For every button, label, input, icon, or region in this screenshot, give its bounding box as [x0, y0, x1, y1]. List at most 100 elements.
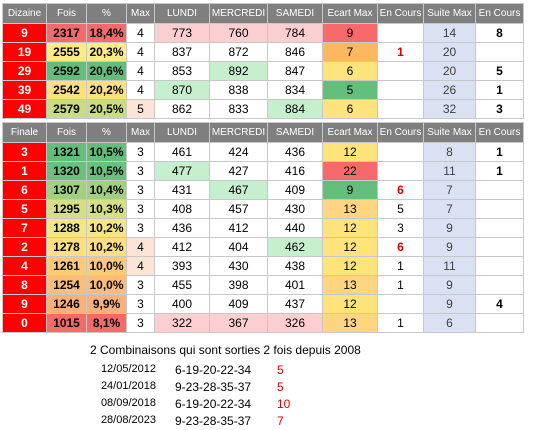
max-cell: 4 — [126, 23, 155, 43]
samedi-cell: 462 — [267, 237, 323, 257]
suite-max-cell: 6 — [423, 313, 476, 333]
suite-max-cell: 9 — [423, 218, 476, 238]
key-cell: 6 — [2, 180, 47, 200]
lundi-cell: 393 — [154, 256, 210, 276]
column-header: En Cours — [377, 122, 424, 143]
fois-cell: 2542 — [46, 80, 87, 100]
fois-cell: 1320 — [46, 161, 87, 181]
en-cours-2-cell: 1 — [475, 80, 524, 100]
lundi-cell: 408 — [154, 199, 210, 219]
combination-numbers: 6-19-20-22-34 — [175, 397, 252, 411]
samedi-cell: 438 — [267, 256, 323, 276]
samedi-cell: 884 — [267, 99, 323, 119]
suite-max-cell: 8 — [423, 142, 476, 162]
column-header: SAMEDI — [267, 3, 323, 24]
en-cours-2-cell — [475, 180, 524, 200]
en-cours-cell — [377, 161, 424, 181]
samedi-cell: 834 — [267, 80, 323, 100]
en-cours-cell: 1 — [377, 313, 424, 333]
suite-max-cell: 7 — [423, 180, 476, 200]
lundi-cell: 455 — [154, 275, 210, 295]
key-cell: 7 — [2, 218, 47, 238]
mercredi-cell: 833 — [209, 99, 268, 119]
lundi-cell: 436 — [154, 218, 210, 238]
key-cell: 49 — [2, 99, 47, 119]
samedi-cell: 326 — [267, 313, 323, 333]
max-cell: 3 — [126, 294, 155, 314]
max-cell: 3 — [126, 180, 155, 200]
fois-cell: 1278 — [46, 237, 87, 257]
key-cell: 4 — [2, 256, 47, 276]
samedi-cell: 401 — [267, 275, 323, 295]
percent-cell: 20,5% — [86, 99, 127, 119]
key-cell: 3 — [2, 142, 47, 162]
samedi-cell: 784 — [267, 23, 323, 43]
en-cours-2-cell: 1 — [475, 142, 524, 162]
max-cell: 3 — [126, 161, 155, 181]
en-cours-cell — [377, 23, 424, 43]
ecart-max-cell: 22 — [322, 161, 378, 181]
ecart-max-cell: 13 — [322, 199, 378, 219]
lundi-cell: 477 — [154, 161, 210, 181]
mercredi-cell: 367 — [209, 313, 268, 333]
suite-max-cell: 7 — [423, 199, 476, 219]
ecart-max-cell: 12 — [322, 142, 378, 162]
key-cell: 29 — [2, 61, 47, 81]
en-cours-cell: 1 — [377, 256, 424, 276]
lundi-cell: 870 — [154, 80, 210, 100]
mercredi-cell: 430 — [209, 256, 268, 276]
suite-max-cell: 11 — [423, 256, 476, 276]
column-header: Ecart Max — [322, 3, 378, 24]
key-cell: 0 — [2, 313, 47, 333]
column-header: % — [86, 122, 127, 143]
percent-cell: 20,3% — [86, 42, 127, 62]
column-header: % — [86, 3, 127, 24]
en-cours-2-cell: 5 — [475, 61, 524, 81]
column-header: Dizaine — [2, 3, 47, 24]
column-header: Ecart Max — [322, 122, 378, 143]
ecart-max-cell: 12 — [322, 256, 378, 276]
suite-max-cell: 20 — [423, 42, 476, 62]
table-row: 5 1295 10,3% 3 408 457 430 13 5 7 — [2, 199, 524, 219]
samedi-cell: 409 — [267, 180, 323, 200]
en-cours-2-cell — [475, 275, 524, 295]
ecart-max-cell: 9 — [322, 23, 378, 43]
header-row: Finale Fois% Max LUNDI MERCREDI SAMEDI Ecart M… — [2, 122, 524, 143]
percent-cell: 10,2% — [86, 218, 127, 238]
mercredi-cell: 457 — [209, 199, 268, 219]
percent-cell: 8,1% — [86, 313, 127, 333]
samedi-cell: 416 — [267, 161, 323, 181]
table-row: 49 2579 20,5% 5 862 833 884 6 32 3 — [2, 99, 524, 119]
combination-count: 7 — [277, 414, 284, 428]
table-row: 6 1307 10,4% 3 431 467 409 9 6 7 — [2, 180, 524, 200]
combinations-title: 2 Combinaisons qui sont sorties 2 fois d… — [90, 343, 361, 357]
samedi-cell: 440 — [267, 218, 323, 238]
percent-cell: 20,2% — [86, 80, 127, 100]
lundi-cell: 773 — [154, 23, 210, 43]
max-cell: 4 — [126, 42, 155, 62]
percent-cell: 18,4% — [86, 23, 127, 43]
en-cours-cell — [377, 294, 424, 314]
key-cell: 9 — [2, 294, 47, 314]
column-header: Suite Max — [423, 3, 476, 24]
en-cours-2-cell — [475, 218, 524, 238]
table-row: 0 1015 8,1% 3 322 367 326 13 1 6 — [2, 313, 524, 333]
ecart-max-cell: 12 — [322, 218, 378, 238]
fois-cell: 1246 — [46, 294, 87, 314]
en-cours-cell — [377, 99, 424, 119]
en-cours-cell: 6 — [377, 180, 424, 200]
en-cours-2-cell: 8 — [475, 23, 524, 43]
max-cell: 4 — [126, 256, 155, 276]
suite-max-cell: 26 — [423, 80, 476, 100]
column-header: Max — [126, 122, 155, 143]
en-cours-cell — [377, 80, 424, 100]
lundi-cell: 400 — [154, 294, 210, 314]
mercredi-cell: 892 — [209, 61, 268, 81]
max-cell: 3 — [126, 199, 155, 219]
percent-cell: 10,0% — [86, 256, 127, 276]
en-cours-2-cell — [475, 313, 524, 333]
percent-cell: 10,3% — [86, 199, 127, 219]
max-cell: 5 — [126, 99, 155, 119]
column-header: Max — [126, 3, 155, 24]
header-row: Dizaine Fois% Max LUNDI MERCREDI SAMEDI Ecart … — [2, 3, 524, 24]
